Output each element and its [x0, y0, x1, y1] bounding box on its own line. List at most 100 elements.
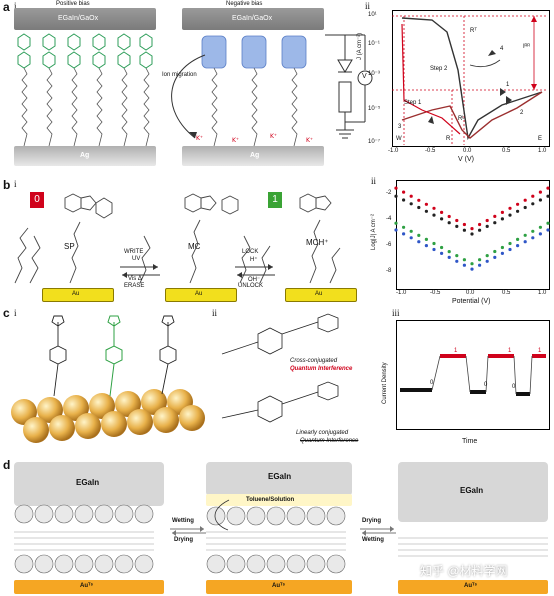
logj-point	[417, 240, 421, 244]
logj-point	[546, 194, 550, 198]
logj-point	[538, 198, 542, 202]
xtick-5: 1.0	[538, 148, 547, 154]
erase-label: ERASE	[124, 283, 145, 289]
egain-label-1: EGaIn	[76, 478, 100, 487]
wetting-label-2: Wetting	[362, 537, 384, 543]
unlock-label: UNLOCK	[238, 283, 264, 289]
xtick-4: 0.5	[502, 148, 511, 154]
qi-molecules	[221, 313, 339, 423]
logj-xtick-3: 0.0	[466, 290, 475, 296]
egain-label-2: EGaIn	[268, 472, 292, 481]
logj-point	[447, 214, 451, 219]
logj-point	[500, 245, 504, 250]
panel-b-label: b	[3, 178, 11, 192]
mch-label: MCH⁺	[306, 238, 329, 247]
logj-point	[508, 241, 512, 246]
logj-point	[508, 206, 512, 210]
logj-point	[432, 213, 436, 217]
au-bar-2	[165, 288, 237, 302]
logj-point	[424, 202, 428, 206]
switch-xlabel: Time	[462, 438, 478, 445]
logj-point	[440, 210, 444, 214]
logj-point	[470, 227, 474, 231]
xtick-1: -1.0	[388, 148, 399, 154]
panel-c-ii-label: ii	[212, 308, 218, 318]
logj-point	[470, 262, 474, 266]
logj-point	[432, 247, 436, 252]
egain-top-electrode-right	[182, 8, 324, 30]
voltmeter-label: V	[362, 73, 367, 80]
lock-unlock-arrows	[235, 264, 275, 278]
circuit-diagram	[325, 34, 373, 139]
level-1-c: 1	[538, 348, 542, 354]
write-label: WRITE	[124, 249, 144, 255]
ann-step1: Step 1	[404, 100, 422, 106]
logj-point	[417, 233, 421, 237]
ann-irr: Iᴿᴿ	[523, 44, 531, 50]
positive-bias-label: Positive bias	[56, 1, 90, 7]
h-plus-label: H⁺	[250, 257, 258, 263]
ytick-2: 10⁻¹	[368, 41, 380, 47]
logj-point	[516, 209, 520, 213]
logj-point	[538, 232, 542, 236]
logj-point	[523, 240, 527, 244]
au-bar-1	[42, 288, 114, 302]
logj-point	[432, 206, 436, 210]
logj-point	[462, 263, 466, 267]
au-label-2: Au	[195, 291, 203, 297]
ag-label-right: Ag	[250, 152, 260, 159]
uv-label: UV	[132, 256, 141, 262]
egain-block-2	[206, 462, 352, 496]
ytick-5: 10⁻⁷	[368, 139, 381, 145]
logj-point	[531, 194, 535, 198]
logj-point	[409, 229, 413, 233]
logj-point	[531, 202, 535, 206]
logj-point	[516, 244, 520, 248]
logj-point	[493, 255, 497, 259]
egain-top-label-right: EGaIn/GaOx	[232, 15, 273, 22]
ann-step2: Step 2	[430, 66, 448, 72]
ann-2: 2	[520, 110, 524, 116]
write-erase-arrows	[120, 264, 160, 278]
iv-ylabel: J (A cm⁻²)	[357, 32, 363, 60]
logj-point	[500, 217, 504, 221]
logj-xlabel: Potential (V)	[452, 298, 491, 305]
logj-point	[402, 232, 406, 236]
logj-point	[546, 228, 550, 232]
panel-a-i-label: i	[14, 1, 17, 11]
logj-point	[531, 236, 535, 240]
panel-a-ii-label: ii	[365, 1, 371, 11]
logj-point	[417, 205, 421, 210]
drying-label-2: Drying	[362, 518, 382, 524]
logj-point	[402, 225, 406, 229]
logj-point	[455, 218, 459, 223]
iv-chart-frame	[392, 10, 550, 147]
qi-label-1: Quantum Interference	[290, 366, 353, 372]
au-ts-label-3: Auᵀˢ	[464, 583, 477, 589]
logj-point	[500, 251, 504, 255]
logj-point	[462, 258, 466, 262]
logj-point	[516, 237, 520, 241]
oh-minus-label: OH⁻	[248, 277, 261, 283]
qi-label-2: Quantum Interference	[300, 438, 359, 444]
panel-c-i-label: i	[14, 308, 17, 318]
state-0-badge: 0	[30, 192, 44, 208]
panel-b: b i 0 1 SP MC MCH⁺ WRITE U	[0, 170, 554, 310]
level-0-b: 0	[484, 382, 488, 388]
xtick-2: -0.5	[425, 148, 436, 154]
au-ts-bar-2	[206, 580, 352, 594]
ion-migration-arrow	[171, 54, 206, 139]
ytick-1: 10¹	[368, 12, 377, 18]
logj-point	[485, 224, 489, 228]
logj-xtick-2: -0.5	[430, 290, 441, 296]
ann-rl: Rᴸ	[458, 116, 465, 122]
logj-point	[523, 233, 527, 237]
panel-b-i-label: i	[14, 179, 17, 189]
logj-point	[516, 202, 520, 206]
wetting-label: Wetting	[172, 518, 194, 524]
molecules-left	[17, 33, 153, 147]
logj-point	[409, 194, 413, 198]
logj-point	[493, 214, 497, 218]
logj-ytick-1: -2	[386, 190, 392, 196]
switch-chart-frame	[396, 320, 550, 430]
